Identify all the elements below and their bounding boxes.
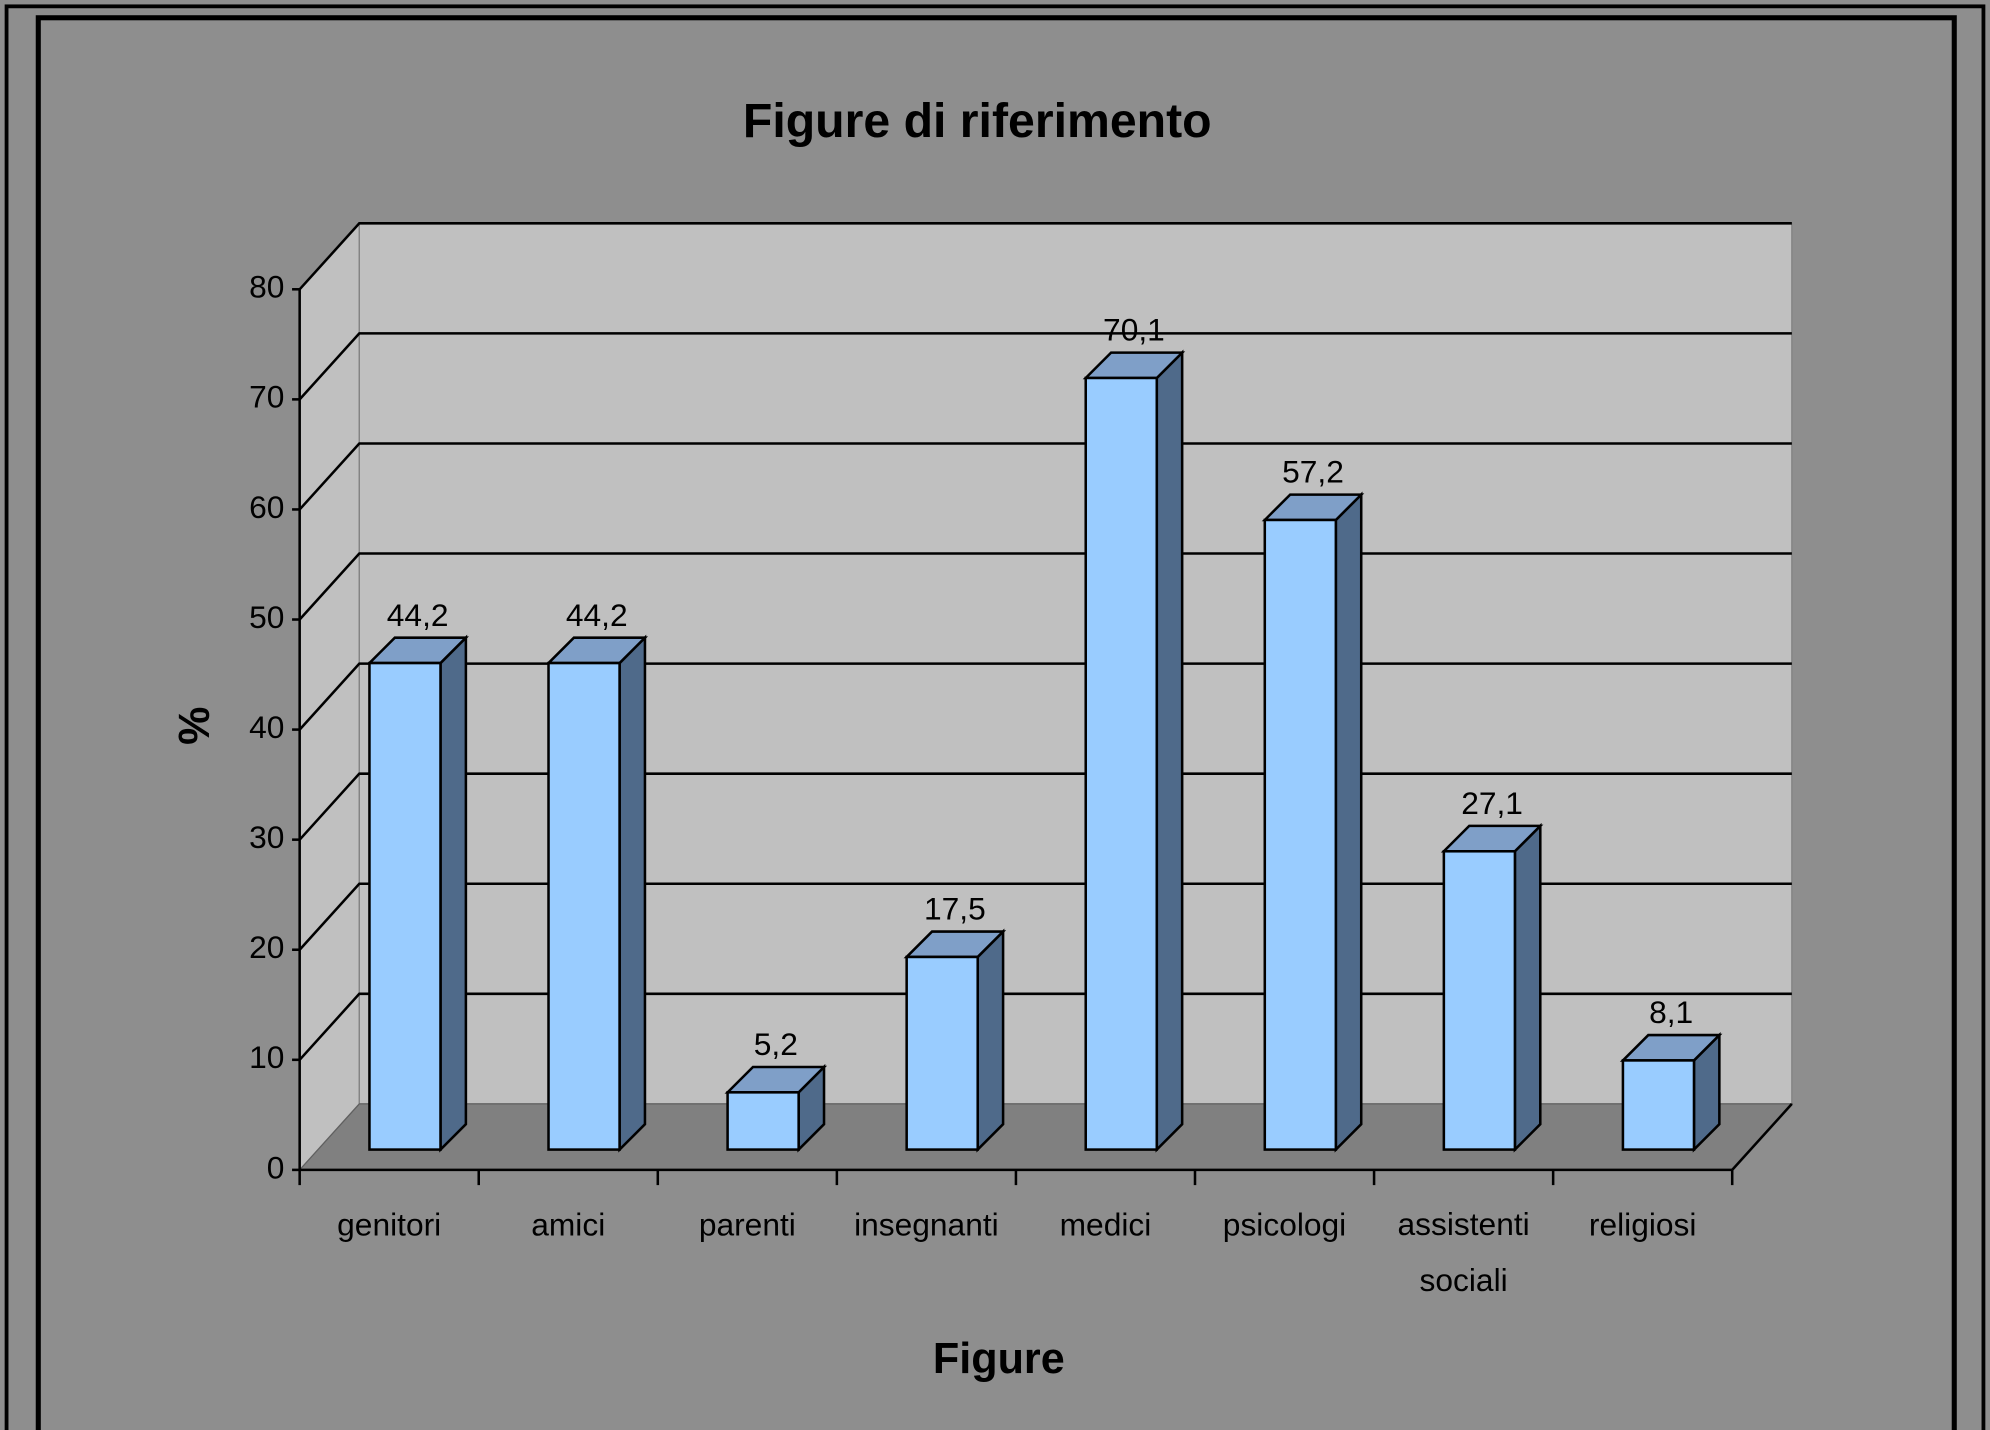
value-label: 44,2 xyxy=(566,597,628,633)
y-tick-label: 20 xyxy=(249,929,284,965)
x-tick-label: psicologi xyxy=(1223,1206,1346,1242)
y-tick-label: 40 xyxy=(249,709,284,745)
value-label: 8,1 xyxy=(1649,994,1693,1030)
outer-frame xyxy=(4,4,1986,1430)
x-tick-label: genitori xyxy=(337,1206,441,1242)
y-axis-label: % xyxy=(169,707,217,745)
value-label: 27,1 xyxy=(1461,785,1523,821)
grid-line xyxy=(298,442,1792,511)
y-tick-label: 80 xyxy=(249,269,284,305)
value-label: 70,1 xyxy=(1103,312,1165,348)
x-tick-label: medici xyxy=(1060,1206,1152,1242)
y-tick-label: 60 xyxy=(249,489,284,525)
floor-edge xyxy=(1731,1103,1793,1171)
bar-side xyxy=(618,634,647,1153)
bar xyxy=(368,661,442,1151)
grid-line xyxy=(298,332,1792,401)
y-tick-label: 50 xyxy=(249,599,284,635)
x-tick-label: assistenti sociali xyxy=(1397,1206,1529,1298)
value-label: 5,2 xyxy=(754,1026,798,1062)
x-axis-label: Figure xyxy=(933,1335,1065,1383)
bar xyxy=(905,955,979,1151)
x-tick-label-line: assistenti xyxy=(1397,1206,1529,1242)
bar xyxy=(1263,518,1338,1151)
bar xyxy=(1084,376,1159,1151)
x-tick-label: religiosi xyxy=(1589,1206,1697,1242)
bar xyxy=(1621,1059,1696,1151)
x-tick-label: insegnanti xyxy=(854,1206,999,1242)
inner-frame xyxy=(35,15,1957,1430)
x-tick-label: amici xyxy=(531,1206,605,1242)
x-tick-label: parenti xyxy=(699,1206,796,1242)
bar-side xyxy=(439,634,468,1153)
bar-side xyxy=(976,928,1005,1153)
y-tick-label: 30 xyxy=(249,819,284,855)
x-tick-label-line: sociali xyxy=(1420,1262,1508,1298)
grid-line xyxy=(298,222,1792,291)
bar xyxy=(726,1091,800,1151)
bar xyxy=(547,661,621,1151)
floor xyxy=(298,1103,1794,1171)
y-tick-label: 70 xyxy=(249,379,284,415)
bar-side xyxy=(1334,491,1363,1153)
y-tick-label: 10 xyxy=(249,1039,284,1075)
value-label: 57,2 xyxy=(1282,454,1344,490)
value-label: 17,5 xyxy=(924,891,986,927)
bar-side xyxy=(1513,822,1542,1153)
chart-title: Figure di riferimento xyxy=(743,94,1212,148)
value-label: 44,2 xyxy=(387,597,449,633)
y-tick-label: 0 xyxy=(267,1149,285,1185)
bar xyxy=(1442,850,1517,1151)
bar-side xyxy=(1155,349,1184,1153)
